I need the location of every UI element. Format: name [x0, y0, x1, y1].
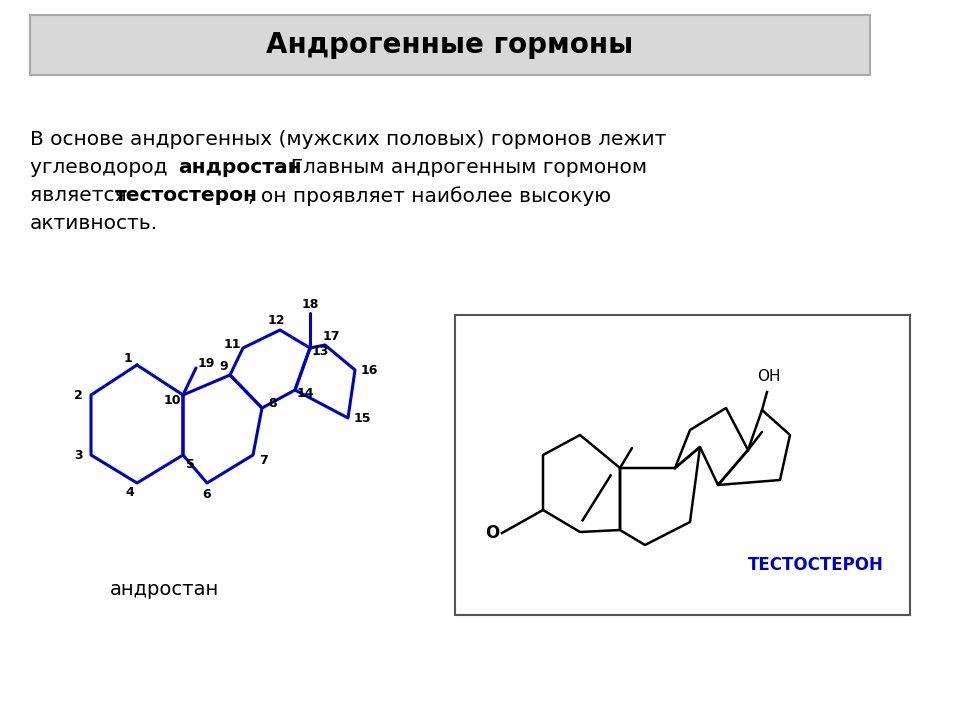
Text: 17: 17	[323, 330, 340, 343]
Text: является: является	[30, 186, 133, 205]
Text: 9: 9	[220, 359, 228, 372]
Text: 19: 19	[198, 356, 215, 369]
Text: 13: 13	[311, 344, 328, 358]
Text: андростан: андростан	[178, 158, 301, 177]
Text: 18: 18	[301, 297, 319, 310]
Text: 5: 5	[185, 459, 194, 472]
Text: 14: 14	[297, 387, 314, 400]
Text: 11: 11	[224, 338, 241, 351]
Text: . Главным андрогенным гормоном: . Главным андрогенным гормоном	[278, 158, 647, 177]
Text: В основе андрогенных (мужских половых) гормонов лежит: В основе андрогенных (мужских половых) г…	[30, 130, 666, 149]
Text: 3: 3	[74, 449, 83, 462]
Text: 16: 16	[360, 364, 377, 377]
Text: андростан: андростан	[110, 580, 219, 599]
Text: Андрогенные гормоны: Андрогенные гормоны	[266, 31, 634, 59]
Text: тестостерон: тестостерон	[115, 186, 258, 205]
Text: 4: 4	[126, 487, 134, 500]
Bar	[455, 315, 910, 615]
Text: активность.: активность.	[30, 214, 158, 233]
Text: 6: 6	[203, 487, 211, 500]
Bar	[30, 15, 870, 75]
Text: ТЕСТОСТЕРОН: ТЕСТОСТЕРОН	[748, 556, 884, 574]
Text: OH: OH	[757, 369, 780, 384]
Text: 2: 2	[74, 389, 83, 402]
Text: углеводород: углеводород	[30, 158, 174, 177]
Text: 15: 15	[353, 412, 371, 425]
Text: 8: 8	[269, 397, 277, 410]
Text: 7: 7	[258, 454, 268, 467]
Text: 10: 10	[163, 394, 180, 407]
Text: 1: 1	[124, 351, 132, 364]
Text: , он проявляет наиболее высокую: , он проявляет наиболее высокую	[248, 186, 612, 206]
Text: O: O	[485, 524, 499, 542]
Text: 12: 12	[267, 313, 285, 326]
